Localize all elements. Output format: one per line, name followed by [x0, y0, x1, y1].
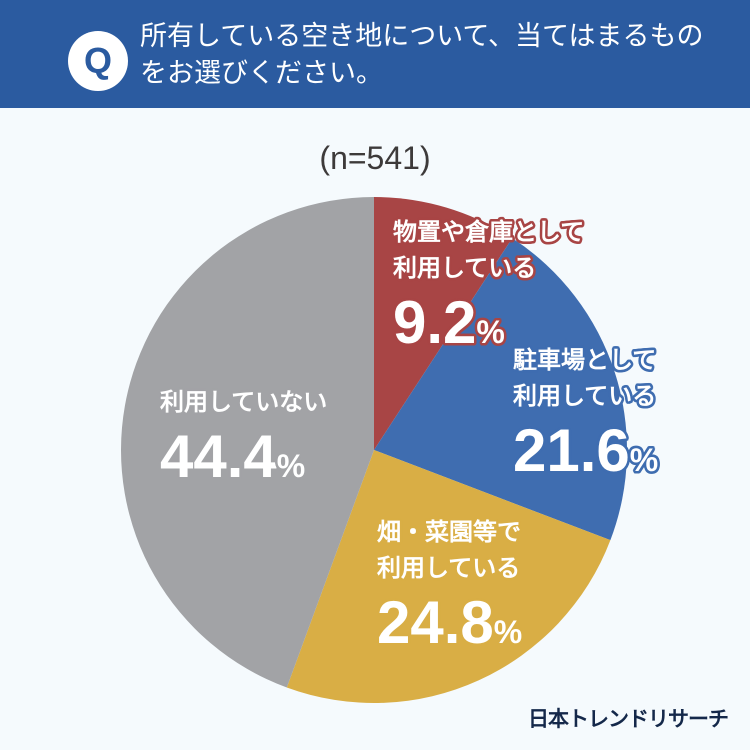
label-line2: 利用している [377, 554, 521, 582]
pct-sign: % [476, 314, 505, 350]
label-line1: 畑・菜園等で [377, 518, 521, 546]
value-label: 24.8 [377, 589, 494, 656]
label-storage: 物置や倉庫として 利用している 9.2% [393, 214, 584, 365]
label-line2: 利用している [513, 382, 657, 410]
label-line2: 利用している [393, 254, 537, 282]
label-line1: 物置や倉庫として [393, 218, 585, 246]
label-line1: 利用していない [160, 388, 328, 416]
value-label: 44.4 [160, 423, 277, 490]
question-text: 所有している空き地について、当てはまるものをお選びください。 [140, 21, 704, 89]
pie-slice [374, 238, 627, 541]
pie-slice [120, 197, 375, 688]
label-farm: 畑・菜園等で 利用している 24.8% [377, 514, 522, 665]
pct-sign: % [276, 448, 306, 484]
sample-size: (n=541) [319, 140, 431, 176]
value-label: 21.6 [513, 417, 630, 484]
value-label: 9.2 [393, 289, 477, 356]
question-header: Q 所有している空き地について、当てはまるものをお選びください。 [0, 0, 750, 108]
q-badge: Q [68, 31, 128, 91]
pie-slice [286, 450, 611, 703]
brand-logo: 日本トレンドリサーチ [528, 707, 729, 731]
label-unused: 利用していない 44.4% [160, 384, 327, 499]
pct-sign: % [629, 442, 659, 478]
label-line1: 駐車場として [513, 346, 657, 374]
pct-sign: % [493, 614, 523, 650]
pie-slice [374, 197, 513, 450]
label-parking: 駐車場として 利用している 21.6% [513, 342, 658, 493]
